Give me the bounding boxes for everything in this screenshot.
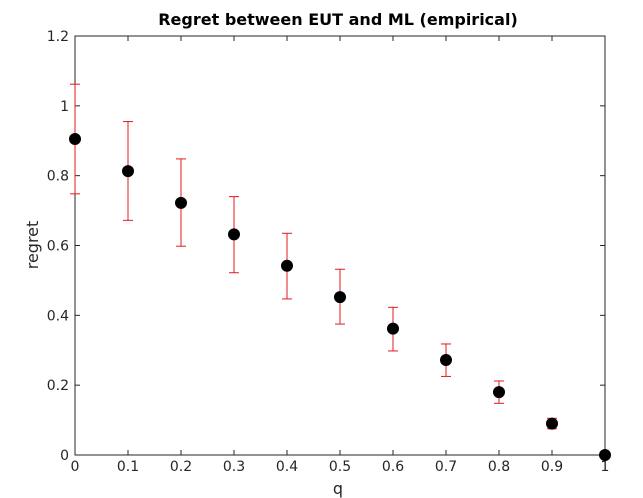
x-tick-label: 0.7 xyxy=(435,459,457,475)
data-point xyxy=(122,165,134,178)
x-tick-label: 0.4 xyxy=(276,459,298,475)
x-tick-label: 0.1 xyxy=(117,459,139,475)
plot-frame xyxy=(74,35,606,456)
x-tick-label: 0.6 xyxy=(382,459,404,475)
y-tick-label: 1.2 xyxy=(47,29,69,45)
x-tick-label: 0.3 xyxy=(223,459,245,475)
y-tick-label: 0.6 xyxy=(47,239,69,255)
x-tick-label: 0 xyxy=(71,459,80,475)
y-axis: 0 0.2 0.4 0.6 0.8 1 1.2 xyxy=(47,29,605,464)
x-axis-label: q xyxy=(333,479,343,498)
chart-title: Regret between EUT and ML (empirical) xyxy=(158,10,518,29)
x-tick-label: 0.9 xyxy=(541,459,563,475)
data-point xyxy=(440,354,452,367)
x-axis: 0 0.1 0.2 0.3 0.4 0.5 0.6 0.7 0.8 0.9 1 xyxy=(71,36,610,475)
x-tick-label: 0.5 xyxy=(329,459,351,475)
data-point xyxy=(546,417,558,430)
data-point xyxy=(493,386,505,399)
data-point xyxy=(599,449,611,461)
data-point xyxy=(387,322,399,335)
x-tick-label: 0.8 xyxy=(488,459,510,475)
x-tick-label: 1 xyxy=(601,459,610,475)
y-tick-label: 0.8 xyxy=(47,169,69,185)
data-point xyxy=(69,133,81,146)
y-tick-label: 0.2 xyxy=(47,378,69,394)
data-point xyxy=(281,259,293,272)
y-tick-label: 0.4 xyxy=(47,308,69,324)
data-point xyxy=(175,196,187,209)
data-point xyxy=(228,228,240,241)
data-point xyxy=(334,291,346,304)
y-tick-label: 0 xyxy=(60,448,69,464)
data-points xyxy=(69,133,611,461)
y-tick-label: 1 xyxy=(60,99,69,115)
y-axis-label: regret xyxy=(23,221,42,270)
plot-box xyxy=(74,35,606,456)
x-tick-label: 0.2 xyxy=(170,459,192,475)
